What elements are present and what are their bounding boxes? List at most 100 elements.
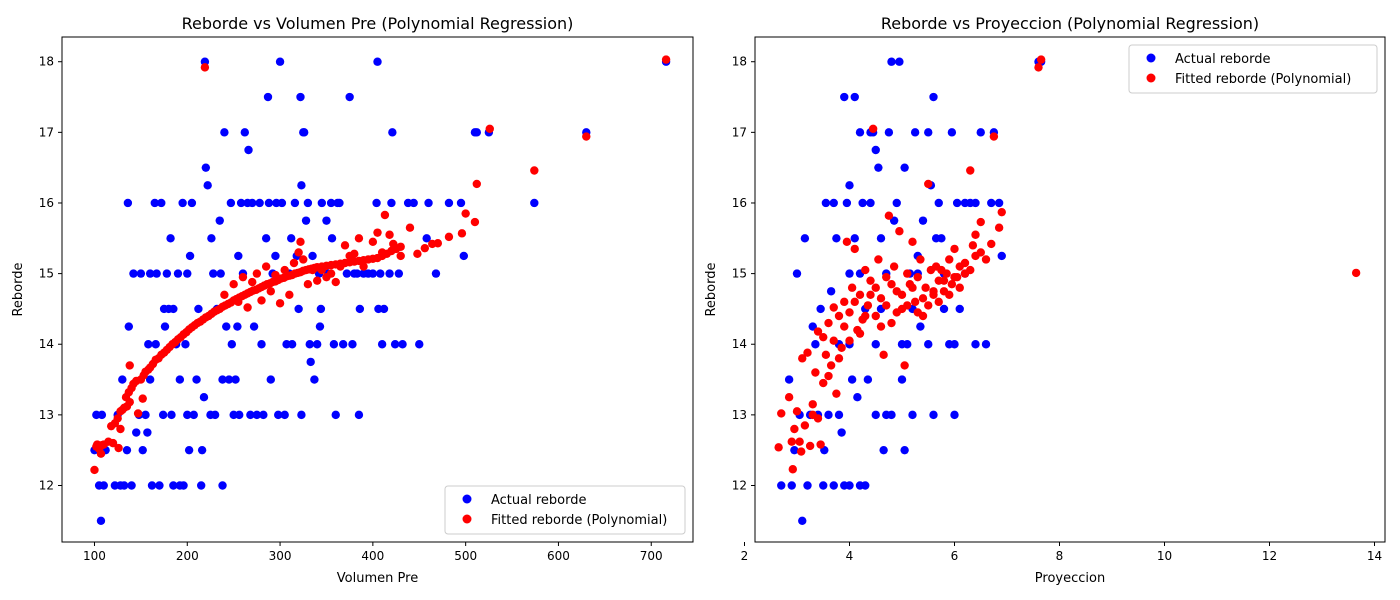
- data-point: [994, 198, 1004, 208]
- y-tick-label: 12: [732, 478, 747, 492]
- data-point: [331, 277, 340, 287]
- data-point: [845, 481, 854, 490]
- data-point: [472, 179, 481, 189]
- data-point: [99, 481, 108, 490]
- data-point: [147, 481, 157, 490]
- data-point: [790, 424, 799, 434]
- data-point: [908, 283, 917, 292]
- data-point: [150, 198, 159, 208]
- data-point: [372, 198, 381, 208]
- data-point: [359, 262, 368, 271]
- data-point: [114, 443, 123, 453]
- data-point: [97, 410, 107, 420]
- plot-frame: [61, 36, 694, 543]
- chart-title: Reborde vs Proyeccion (Polynomial Regres…: [881, 14, 1259, 33]
- data-point: [234, 297, 243, 307]
- legend: Actual reborde Fitted reborde (Polynomial…: [1128, 44, 1378, 94]
- data-point: [123, 198, 133, 208]
- data-point: [248, 198, 257, 208]
- data-point: [924, 128, 933, 137]
- data-point: [294, 304, 303, 314]
- data-point: [233, 322, 242, 331]
- data-point: [530, 166, 539, 175]
- x-tick-label: 4: [846, 549, 854, 563]
- y-tick-label: 17: [732, 125, 747, 139]
- data-point: [829, 303, 838, 312]
- data-point: [847, 283, 857, 292]
- data-point: [368, 269, 378, 278]
- data-point: [133, 409, 143, 418]
- data-point: [181, 340, 190, 349]
- legend-marker-fitted: [1146, 73, 1156, 83]
- data-point: [119, 481, 129, 490]
- data-point: [903, 301, 912, 310]
- data-point: [900, 361, 909, 370]
- data-point: [821, 350, 831, 360]
- data-point: [994, 223, 1004, 232]
- data-point: [947, 128, 957, 137]
- data-point: [141, 410, 150, 420]
- data-point: [879, 350, 888, 360]
- data-point: [884, 128, 894, 137]
- data-point: [209, 269, 218, 278]
- data-point: [444, 232, 454, 242]
- data-point: [294, 248, 303, 257]
- data-point: [338, 340, 348, 349]
- data-point: [252, 410, 262, 420]
- y-tick-label: 15: [732, 267, 747, 281]
- data-point: [790, 445, 799, 455]
- data-point: [874, 255, 883, 264]
- data-point: [819, 332, 828, 342]
- data-point: [842, 237, 852, 247]
- data-point: [355, 304, 365, 314]
- data-point: [125, 361, 134, 370]
- data-point: [271, 270, 280, 280]
- data-point: [895, 227, 904, 236]
- x-axis-label: Volumen Pre: [337, 571, 418, 586]
- data-point: [871, 340, 880, 349]
- chart-title: Reborde vs Volumen Pre (Polynomial Regre…: [182, 14, 574, 33]
- data-point: [950, 272, 959, 282]
- data-point: [160, 322, 170, 331]
- data-point: [887, 410, 896, 420]
- data-point: [275, 57, 285, 66]
- data-point: [277, 198, 287, 208]
- data-point: [989, 132, 999, 141]
- data-point: [396, 251, 405, 261]
- data-point: [976, 248, 985, 257]
- data-point: [795, 437, 804, 446]
- data-point: [887, 280, 896, 289]
- data-point: [96, 516, 106, 526]
- data-point: [485, 124, 494, 134]
- data-point: [125, 397, 134, 407]
- data-point: [837, 428, 846, 437]
- data-point: [787, 437, 796, 446]
- x-tick-label: 2: [741, 549, 749, 563]
- data-point: [797, 447, 806, 456]
- data-point: [813, 327, 823, 336]
- data-point: [187, 198, 197, 208]
- data-point: [373, 228, 382, 237]
- data-point: [955, 304, 964, 314]
- data-point: [784, 393, 794, 402]
- data-point: [803, 481, 812, 490]
- data-point: [530, 198, 539, 208]
- data-point: [861, 481, 870, 490]
- data-points: [90, 55, 671, 526]
- legend-label-fitted: Fitted reborde (Polynomial): [491, 513, 667, 528]
- data-point: [169, 481, 178, 490]
- data-point: [220, 128, 229, 137]
- data-point: [874, 163, 883, 172]
- data-point: [368, 237, 378, 247]
- data-point: [345, 92, 354, 102]
- data-point: [788, 465, 797, 474]
- data-point: [207, 234, 216, 243]
- data-point: [832, 234, 841, 243]
- data-point: [850, 297, 859, 307]
- data-point: [968, 241, 978, 250]
- data-point: [431, 269, 441, 278]
- data-point: [274, 410, 283, 420]
- data-point: [777, 481, 786, 490]
- data-point: [199, 393, 209, 402]
